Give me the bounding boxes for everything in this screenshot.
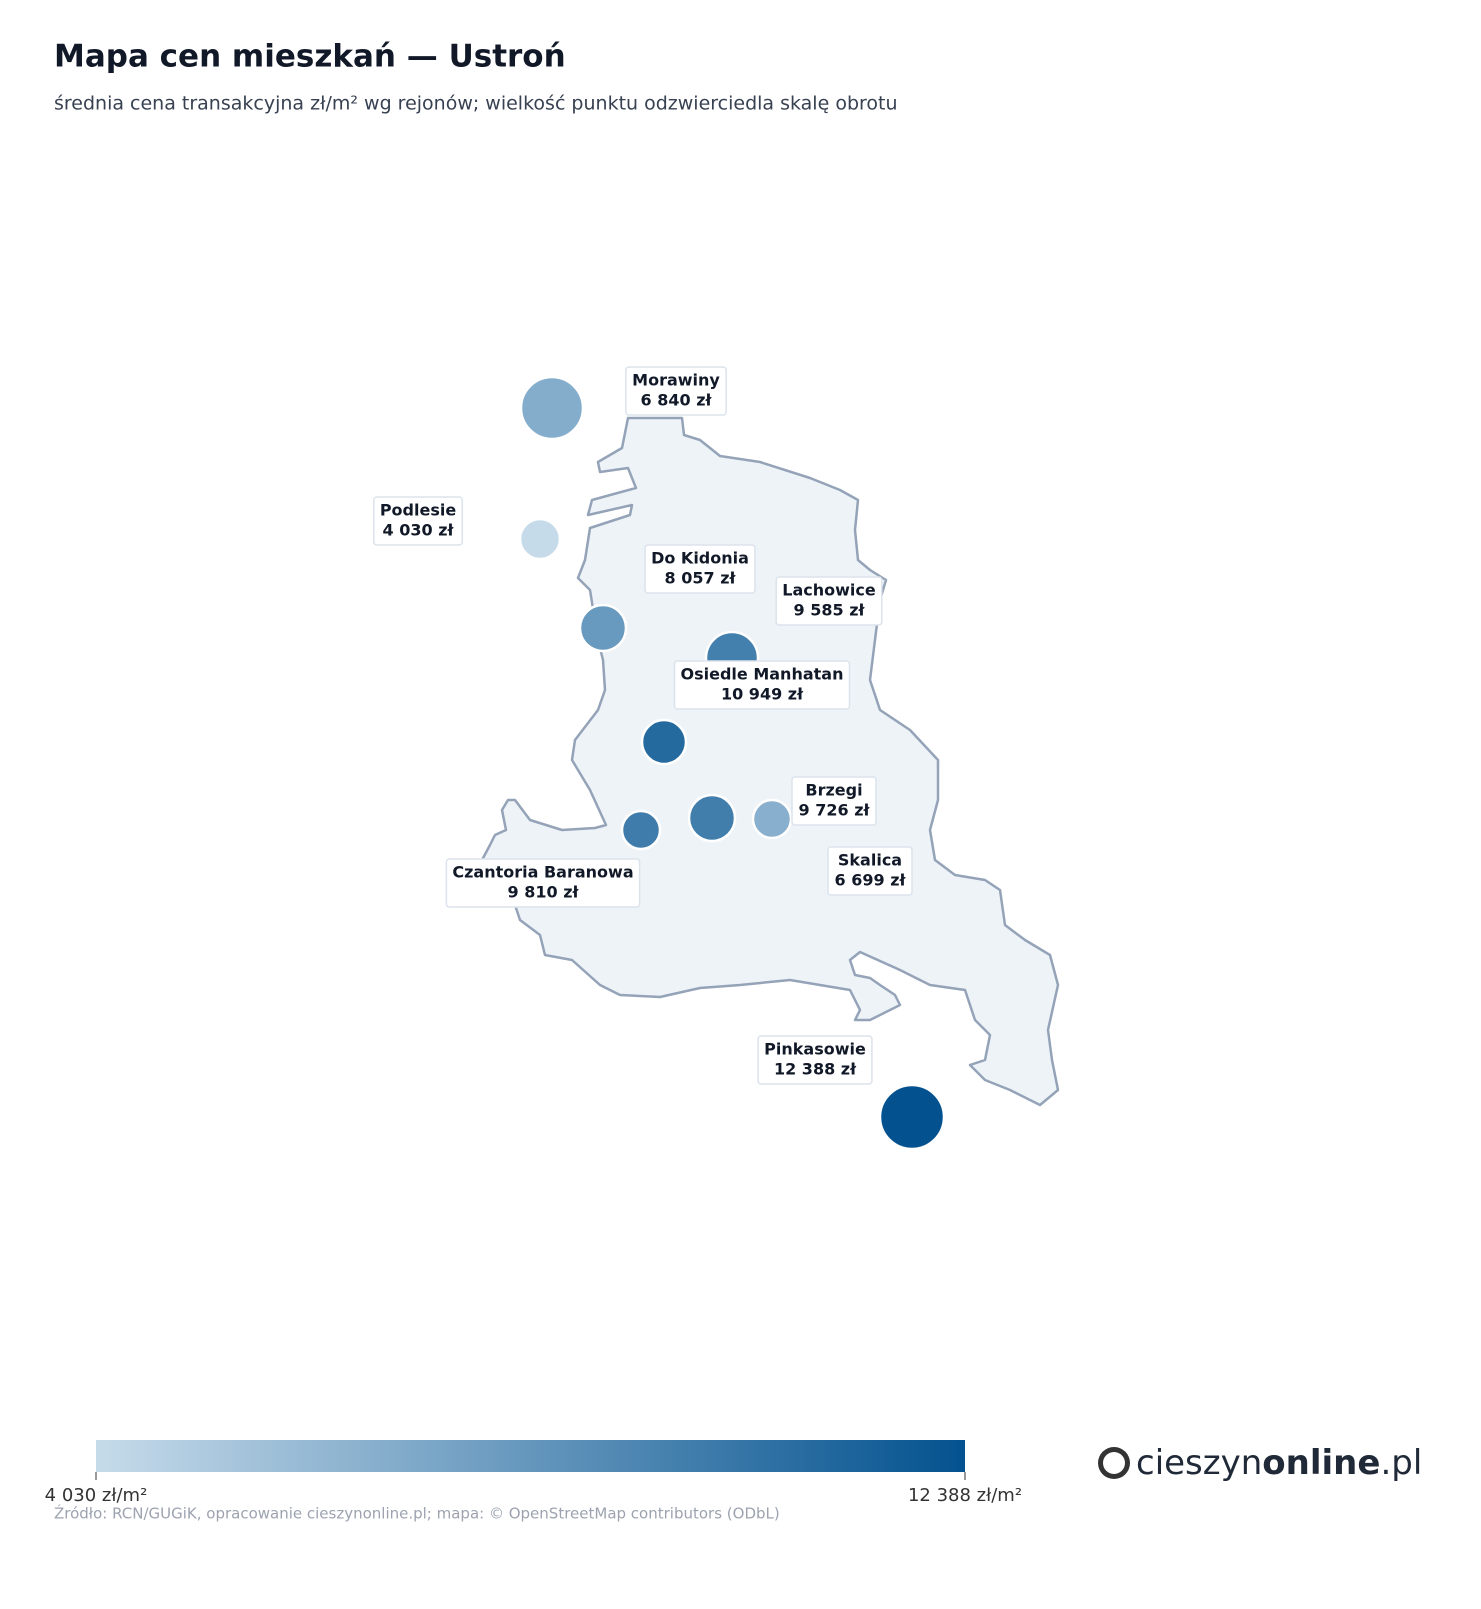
- logo: cieszynonline.pl: [1098, 1443, 1422, 1483]
- label-box: [757, 1035, 873, 1085]
- chart-title: Mapa cen mieszkań — Ustroń: [54, 39, 566, 75]
- label-box: [372, 496, 464, 546]
- price-bubble: [519, 375, 585, 441]
- region-name: Morawiny: [632, 371, 720, 390]
- value-label: 4 030 zł: [383, 521, 455, 540]
- label-box: [445, 858, 641, 908]
- price-bubble: [878, 1083, 946, 1151]
- price-bubble: [620, 809, 662, 851]
- logo-bold: online: [1262, 1443, 1380, 1483]
- price-bubble: [640, 718, 688, 766]
- value-label: 6 840 zł: [641, 391, 713, 410]
- logo-suffix: .pl: [1380, 1443, 1422, 1483]
- region-name: Osiedle Manhatan: [681, 665, 844, 684]
- colorbar-tick-label: 4 030 zł/m²: [45, 1485, 148, 1506]
- colorbar: [96, 1440, 965, 1472]
- label-box: [827, 846, 913, 896]
- region-outline: [480, 416, 1060, 1107]
- region-name: Podlesie: [380, 501, 457, 520]
- value-label: 12 388 zł: [774, 1060, 857, 1079]
- region-name: Brzegi: [805, 781, 862, 800]
- label-box: [791, 776, 877, 826]
- value-label: 9 585 zł: [794, 601, 866, 620]
- price-bubble: [751, 798, 793, 840]
- value-label: 10 949 zł: [721, 685, 804, 704]
- logo-text: cieszynonline.pl: [1136, 1443, 1422, 1483]
- value-label: 6 699 zł: [835, 871, 907, 890]
- chart-subtitle: średnia cena transakcyjna zł/m² wg rejon…: [54, 93, 898, 115]
- price-bubble: [518, 517, 562, 561]
- region-name: Lachowice: [782, 581, 876, 600]
- region-name: Pinkasowie: [764, 1040, 866, 1059]
- logo-icon-inner: [1103, 1452, 1125, 1474]
- region-name: Do Kidonia: [651, 549, 749, 568]
- logo-prefix: cieszyn: [1136, 1443, 1262, 1483]
- source-note: Źródło: RCN/GUGiK, opracowanie cieszynon…: [54, 1504, 780, 1523]
- colorbar-tick-label: 12 388 zł/m²: [908, 1485, 1022, 1506]
- value-label: 9 726 zł: [799, 801, 871, 820]
- price-bubble: [578, 603, 628, 653]
- value-label: 9 810 zł: [508, 883, 580, 902]
- region-name: Czantoria Baranowa: [452, 863, 633, 882]
- label-box: [644, 544, 756, 594]
- region-name: Skalica: [838, 851, 902, 870]
- value-label: 8 057 zł: [665, 569, 737, 588]
- label-box: [673, 660, 851, 710]
- label-box: [625, 366, 727, 416]
- label-box: [775, 576, 883, 626]
- price-bubble: [687, 793, 737, 843]
